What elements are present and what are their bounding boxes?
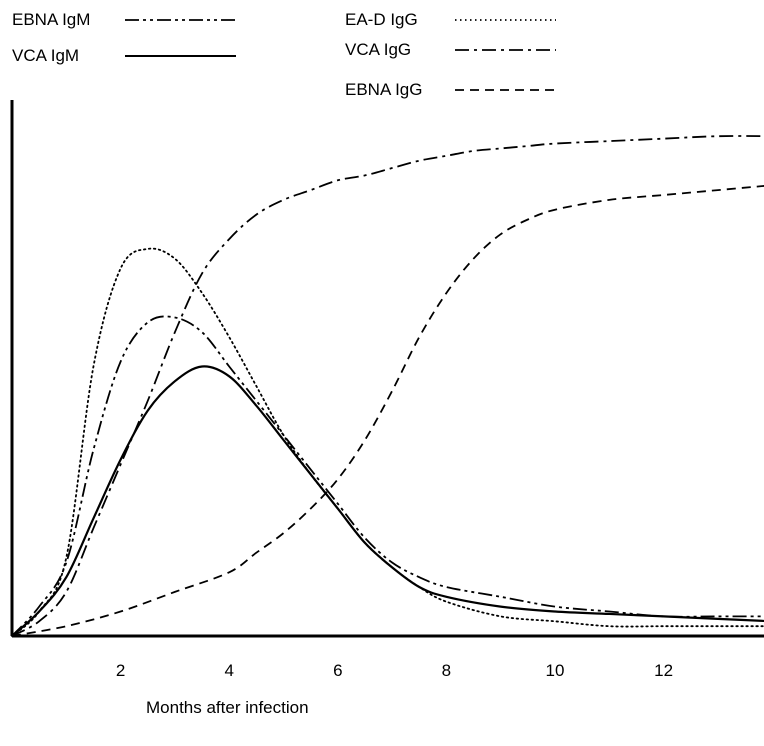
x-tick-label-12: 12: [654, 661, 673, 680]
x-tick-label-2: 2: [116, 661, 125, 680]
legend-label-ea-d-igg: EA-D IgG: [345, 10, 418, 29]
x-tick-label-10: 10: [546, 661, 565, 680]
legend-label-ebna-igg: EBNA IgG: [345, 80, 422, 99]
legend-label-vca-igg: VCA IgG: [345, 40, 411, 59]
legend: EBNA IgM VCA IgM EA-D IgG VCA IgG EBNA IgG: [12, 10, 556, 99]
series-line-ebna-igg: [11, 185, 764, 637]
x-tick-label-8: 8: [442, 661, 451, 680]
x-ticks: 2 4 6 8 10 12: [116, 661, 673, 680]
series-line-ebna-igm: [11, 315, 764, 637]
legend-label-ebna-igm: EBNA IgM: [12, 10, 90, 29]
series-line-vca-igg: [11, 135, 764, 637]
series-layer: [11, 135, 764, 637]
x-axis-label: Months after infection: [146, 698, 309, 717]
legend-label-vca-igm: VCA IgM: [12, 46, 79, 65]
series-line-ea-d-igg: [11, 247, 764, 637]
x-tick-label-4: 4: [224, 661, 233, 680]
series-line-vca-igm: [11, 365, 764, 637]
x-tick-label-6: 6: [333, 661, 342, 680]
